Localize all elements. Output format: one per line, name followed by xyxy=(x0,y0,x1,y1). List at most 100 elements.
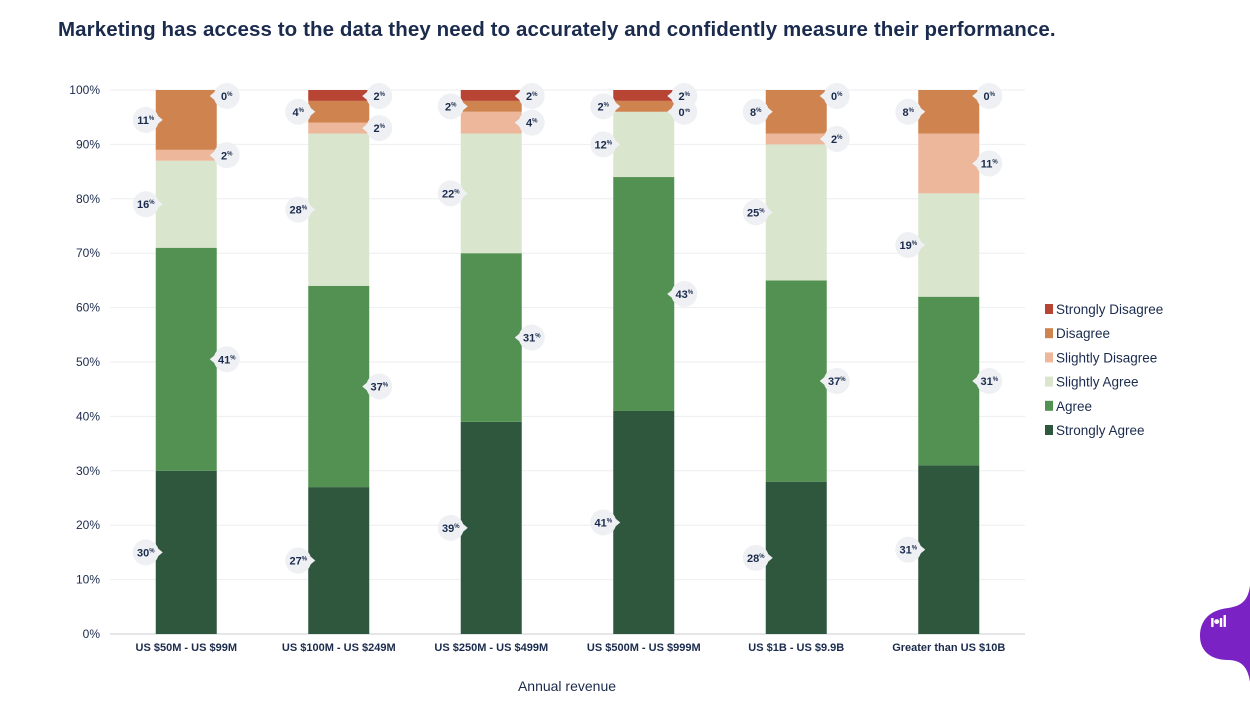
data-label: 31% xyxy=(972,368,1003,395)
data-label: 31% xyxy=(514,324,545,351)
legend-label: Agree xyxy=(1056,399,1092,414)
legend-label: Strongly Disagree xyxy=(1056,302,1163,317)
bar-segment-strongly-agree xyxy=(155,470,217,634)
legend-label: Slightly Agree xyxy=(1056,375,1139,390)
data-label: 30% xyxy=(132,539,163,566)
data-label-pointer xyxy=(209,354,216,365)
data-label-bubble xyxy=(437,93,464,120)
data-label-pointer xyxy=(614,517,621,528)
data-label-pointer xyxy=(667,106,674,117)
y-tick-label: 20% xyxy=(76,518,100,532)
data-label-bubble xyxy=(132,106,159,133)
data-label-bubble xyxy=(518,109,545,136)
data-label-pointer xyxy=(514,332,521,343)
data-label: 31% xyxy=(895,536,926,563)
data-label-pointer xyxy=(766,207,773,218)
bar-segment-slightly-disagree xyxy=(460,111,522,134)
data-label-bubble xyxy=(895,98,922,125)
legend-swatch xyxy=(1045,425,1053,435)
data-label-pointer xyxy=(919,106,926,117)
data-label-pointer xyxy=(362,123,369,134)
bar-segment-agree xyxy=(460,253,522,422)
data-label-pointer xyxy=(362,91,369,101)
data-label-bubble xyxy=(590,93,617,120)
data-label-pointer xyxy=(156,547,163,558)
y-tick-label: 50% xyxy=(76,355,100,369)
data-label-pointer xyxy=(514,117,521,128)
data-label-pointer xyxy=(156,199,163,210)
data-label: 2% xyxy=(819,125,850,152)
data-label: 41% xyxy=(590,509,621,536)
data-label-pointer xyxy=(461,188,468,199)
data-label-pointer xyxy=(309,555,316,566)
brand-logo: ı•ıl xyxy=(1198,586,1250,682)
data-label-pointer xyxy=(766,552,773,563)
y-tick-label: 0% xyxy=(83,627,101,641)
data-label-pointer xyxy=(209,150,216,161)
legend-item: Slightly Disagree xyxy=(1045,350,1157,365)
data-label: 19% xyxy=(895,232,926,259)
data-label-pointer xyxy=(919,240,926,251)
bar-segment-slightly-disagree xyxy=(765,133,827,145)
bar-segment-strongly-agree xyxy=(613,410,675,634)
data-label-bubble xyxy=(823,83,850,109)
data-label: 0% xyxy=(819,83,850,109)
y-tick-label: 60% xyxy=(76,301,100,315)
data-label: 27% xyxy=(285,547,316,574)
data-label-bubble xyxy=(285,98,312,125)
data-label-pointer xyxy=(819,91,826,101)
data-label-pointer xyxy=(972,91,979,101)
bar-segment-slightly-disagree xyxy=(918,133,980,194)
legend-swatch xyxy=(1045,400,1053,411)
data-label-bubble xyxy=(366,83,393,109)
data-label: 11% xyxy=(132,106,163,133)
x-tick-label: US $250M - US $499M xyxy=(434,642,548,654)
data-label: 2% xyxy=(590,93,621,120)
legend-swatch xyxy=(1045,304,1053,314)
data-label: 8% xyxy=(742,98,773,125)
legend-item: Strongly Agree xyxy=(1045,423,1145,438)
data-label: 8% xyxy=(895,98,926,125)
data-label: 41% xyxy=(209,346,240,373)
bar-segment-strongly-disagree xyxy=(308,90,370,101)
data-label-pointer xyxy=(362,381,369,392)
bar-segment-slightly-disagree xyxy=(155,149,217,161)
data-label: 11% xyxy=(972,150,1003,177)
data-label-bubble xyxy=(132,191,159,218)
data-label-bubble xyxy=(895,536,922,563)
y-tick-label: 10% xyxy=(76,573,100,587)
brand-mark: ı•ıl xyxy=(1210,612,1227,631)
y-tick-label: 90% xyxy=(76,137,100,151)
x-tick-label: Greater than US $10B xyxy=(892,642,1005,654)
data-label-bubble xyxy=(285,547,312,574)
data-label-pointer xyxy=(972,158,979,169)
data-label: 28% xyxy=(285,196,316,223)
bar-segment-slightly-disagree xyxy=(308,122,370,134)
data-label: 0% xyxy=(209,83,240,109)
data-label-bubble xyxy=(823,125,850,152)
data-label-bubble xyxy=(671,281,698,307)
y-tick-label: 100% xyxy=(69,83,100,97)
y-tick-label: 80% xyxy=(76,192,100,206)
legend: Strongly Disagree Disagree Slightly Disagr… xyxy=(1045,302,1163,438)
data-label-bubble xyxy=(976,83,1003,109)
data-label: 2% xyxy=(362,115,393,142)
data-label-bubble xyxy=(823,368,850,395)
bar-segment-strongly-agree xyxy=(765,481,827,634)
bar-segment-disagree xyxy=(918,90,980,134)
data-label-bubble xyxy=(742,199,769,226)
data-label: 39% xyxy=(437,514,468,541)
data-label-pointer xyxy=(972,376,979,387)
data-label: 2% xyxy=(209,142,240,169)
data-labels: 30%41%16%2%11%0%27%37%28%2%4%2%39%31%22%… xyxy=(132,83,1003,574)
x-tick-label: US $1B - US $9.9B xyxy=(748,642,844,654)
brand-logo-shape xyxy=(1200,586,1250,682)
data-label-bubble xyxy=(742,544,769,571)
data-label-pointer xyxy=(819,376,826,387)
data-label-bubble xyxy=(895,232,922,259)
data-label: 4% xyxy=(514,109,545,136)
data-label-pointer xyxy=(514,91,521,101)
bar-segment-slightly-agree xyxy=(765,144,827,281)
bar-segment-disagree xyxy=(155,90,217,150)
x-tick-label: US $500M - US $999M xyxy=(587,642,701,654)
